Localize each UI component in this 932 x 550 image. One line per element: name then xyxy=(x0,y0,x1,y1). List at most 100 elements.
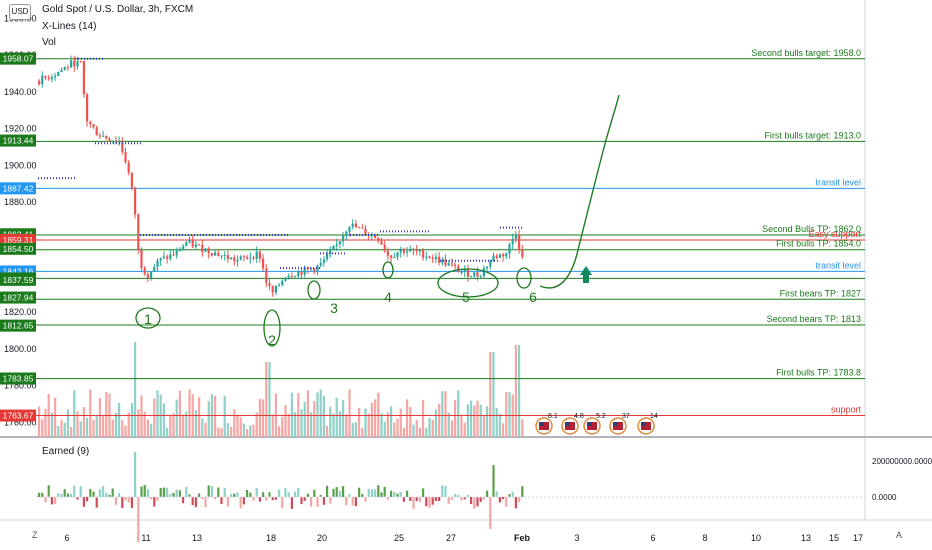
volume-bar xyxy=(258,398,261,437)
level-label: First bulls TP: 1854.0 xyxy=(776,239,861,249)
horizontal-levels: Second bulls target: 1958.0 First bulls t… xyxy=(36,48,865,417)
candle-body xyxy=(316,265,319,271)
candle-body xyxy=(351,223,354,227)
candle-body xyxy=(194,244,197,247)
earned-bar xyxy=(82,497,85,507)
earned-bar xyxy=(348,494,351,497)
currency-button[interactable]: USD xyxy=(9,4,31,20)
y-tick-label: 1800.00 xyxy=(4,344,37,354)
candle-body xyxy=(169,254,172,259)
time-axis[interactable]: 6 11 13 18 20 25 27 Feb 3 6 8 10 13 15 17 xyxy=(64,533,863,543)
candle-body xyxy=(92,124,95,128)
earned-bar xyxy=(105,492,108,497)
earned-bar xyxy=(226,497,229,507)
volume-bar xyxy=(146,419,149,437)
volume-bar xyxy=(377,392,380,437)
volume-bar xyxy=(95,415,98,437)
candle-body xyxy=(310,268,313,270)
candle-body xyxy=(348,226,351,232)
earned-bar xyxy=(297,488,300,497)
level-label: Second Bulls TP: 1862.0 xyxy=(762,224,861,234)
indicator-x-lines[interactable]: X-Lines (14) xyxy=(42,21,97,32)
volume-bar xyxy=(358,407,361,437)
earned-bar xyxy=(514,497,517,509)
price-badge-label: 1958.07 xyxy=(3,54,34,64)
auto-scale-button[interactable]: A xyxy=(896,530,903,540)
earned-bar xyxy=(239,497,242,509)
candle-body xyxy=(476,272,479,277)
price-axis[interactable]: 1980.001960.001940.001920.001900.001880.… xyxy=(4,13,37,427)
volume-bar xyxy=(495,407,498,437)
volume-bar xyxy=(63,422,66,437)
earned-bar xyxy=(236,492,239,497)
candle-body xyxy=(390,255,393,258)
price-badge-label: 1837.59 xyxy=(3,275,34,285)
candle-body xyxy=(338,241,341,245)
candle-body xyxy=(217,252,220,257)
volume-bar xyxy=(98,398,101,437)
candle-body xyxy=(402,248,405,253)
pane2-title[interactable]: Earned (9) xyxy=(42,446,90,457)
candle-body xyxy=(463,269,466,272)
price-badge xyxy=(0,409,36,422)
x-tick-label: 20 xyxy=(317,533,327,543)
flag-canton xyxy=(613,422,618,426)
volume-bar xyxy=(44,408,47,437)
volume-bar xyxy=(313,400,316,437)
indicator-vol[interactable]: Vol xyxy=(42,37,56,48)
earned-bar xyxy=(508,494,511,497)
earned-bar xyxy=(127,497,130,503)
candle-body xyxy=(153,267,156,272)
volume-bar xyxy=(374,399,377,437)
earned-bar xyxy=(342,486,345,497)
earned-bar xyxy=(428,497,431,508)
candle-body xyxy=(182,246,185,251)
candle-body xyxy=(166,256,169,259)
earned-bar xyxy=(454,493,457,497)
candle-body xyxy=(431,257,434,260)
candle-body xyxy=(383,244,386,251)
candle-body xyxy=(441,259,444,263)
volume-bar xyxy=(351,422,354,437)
volume-bar xyxy=(364,408,367,437)
candle-body xyxy=(354,223,357,228)
candle-body xyxy=(143,268,146,275)
volume-bar xyxy=(166,428,169,437)
earned-bar xyxy=(159,488,162,497)
earned-bar xyxy=(214,497,217,500)
candle-body xyxy=(134,187,137,215)
volume-bar xyxy=(198,397,201,437)
zoom-button[interactable]: Z xyxy=(32,530,38,540)
level-label: transit level xyxy=(815,177,861,187)
earned-bar xyxy=(255,487,258,497)
volume-bar xyxy=(319,389,322,437)
earned-bar xyxy=(223,487,226,497)
candle-body xyxy=(198,244,201,246)
candle-body xyxy=(412,249,415,251)
candle-body xyxy=(95,127,98,136)
volume-bar xyxy=(79,421,82,437)
price-badge xyxy=(0,372,36,385)
earned-bar xyxy=(390,490,393,497)
earned-bar xyxy=(431,497,434,505)
volume-bar xyxy=(431,419,434,437)
wave-circle xyxy=(263,309,281,347)
earned-bar xyxy=(265,497,268,501)
volume-bar xyxy=(130,403,133,437)
candle-body xyxy=(242,256,245,258)
earned-bar xyxy=(150,497,153,500)
candle-body xyxy=(300,271,303,275)
volume-bar xyxy=(268,362,271,437)
earned-bar xyxy=(396,493,399,497)
volume-bar xyxy=(402,427,405,437)
earned-bar xyxy=(169,494,172,497)
earned-bar xyxy=(300,497,303,505)
earned-bar xyxy=(252,497,255,501)
candle-body xyxy=(130,172,133,188)
earned-bar xyxy=(399,491,402,497)
candle-body xyxy=(511,239,514,245)
economic-events[interactable]: 8.1 4.8 5.2 37 14 xyxy=(535,413,658,435)
volume-bar xyxy=(406,399,409,437)
earned-bar xyxy=(326,485,329,497)
